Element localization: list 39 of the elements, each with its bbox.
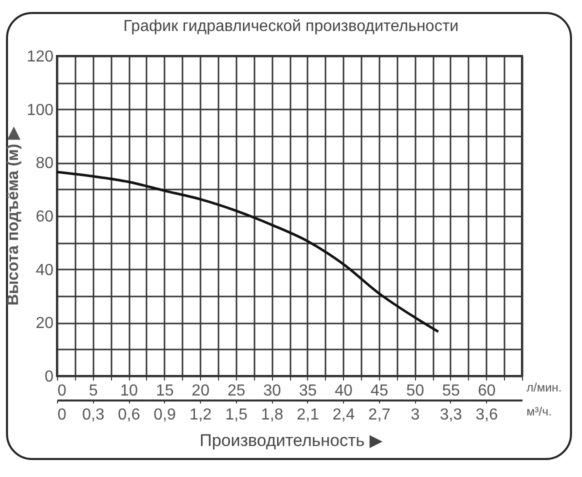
x2-axis-title: м³/ч. (526, 404, 552, 418)
x-tick-label: 5 (88, 382, 98, 400)
x-tick-label: 25 (227, 382, 246, 400)
x2-tick-label: 1,2 (189, 406, 212, 424)
x2-tick-label: 2,1 (296, 406, 320, 424)
y-tick-label: 40 (36, 262, 54, 279)
x-tick-label: 45 (370, 382, 388, 400)
x2-tick-label: 0,6 (118, 406, 140, 424)
y-tick-label: 60 (36, 208, 54, 226)
chart-title: График гидравлической производительности (122, 18, 460, 36)
x2-tick-label: 3,3 (440, 406, 462, 424)
x-tick-label: 10 (120, 382, 138, 400)
text: Производительность ▶ (198, 430, 384, 451)
x-tick-label: 20 (192, 382, 210, 400)
x2-tick-label: 3 (410, 406, 420, 424)
x2-tick-label: 2,4 (332, 406, 355, 424)
y-tick-label: 100 (26, 102, 54, 119)
x2-tick-label: 2,7 (368, 406, 391, 424)
x-tick-label: 50 (406, 382, 424, 400)
x2-tick-label: 0 (58, 406, 66, 424)
x-axis-title: л/мин. (526, 380, 562, 394)
x-tick-label: 60 (478, 382, 496, 400)
x-tick-label: 40 (334, 382, 353, 400)
x2-tick-label: 0,9 (154, 406, 176, 424)
x-tick-label: 15 (156, 382, 174, 400)
x-tick-label: 35 (298, 382, 317, 400)
y-tick-label: 120 (26, 48, 54, 66)
y-tick-label: 0 (44, 368, 54, 386)
x-tick-label: 55 (442, 382, 460, 400)
x-tick-label: 0 (58, 382, 66, 400)
y-axis-title: Высота подъёма (м) ▶ (4, 126, 22, 306)
y-tick-label: 20 (36, 315, 54, 332)
x-tick-label: 30 (263, 382, 282, 400)
x2-tick-label: 0,3 (82, 406, 104, 424)
y-tick-label: 80 (36, 155, 54, 172)
x2-tick-label: 1,8 (260, 406, 284, 424)
x2-tick-label: 3,6 (476, 406, 498, 424)
x2-tick-label: 1,5 (225, 406, 248, 424)
line-series (56, 170, 440, 333)
